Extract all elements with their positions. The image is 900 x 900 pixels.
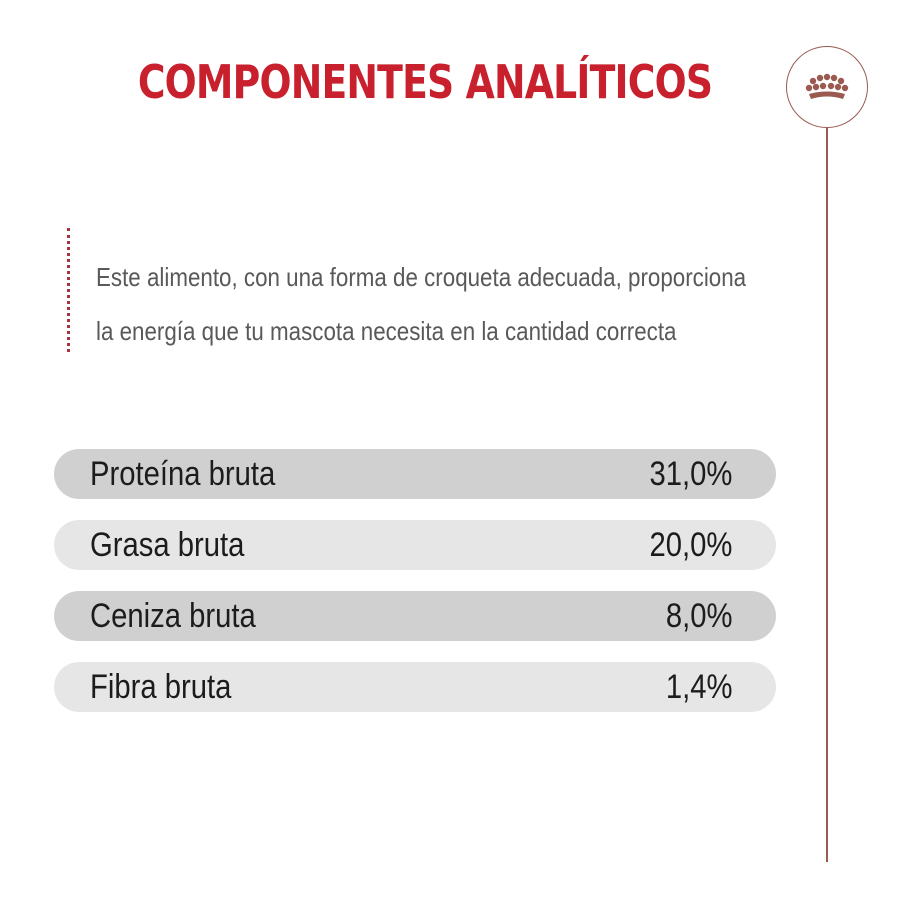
component-row-grasa: Grasa bruta 20,0% xyxy=(54,520,776,570)
dotted-divider xyxy=(67,228,70,352)
component-label: Grasa bruta xyxy=(90,526,245,564)
component-value: 20,0% xyxy=(649,526,732,564)
components-list: Proteína bruta 31,0% Grasa bruta 20,0% C… xyxy=(54,449,776,733)
component-row-proteina: Proteína bruta 31,0% xyxy=(54,449,776,499)
component-label: Ceniza bruta xyxy=(90,597,256,635)
component-label: Proteína bruta xyxy=(90,455,276,493)
component-value: 1,4% xyxy=(665,668,732,706)
component-label: Fibra bruta xyxy=(90,668,232,706)
component-value: 8,0% xyxy=(665,597,732,635)
description-line: la energía que tu mascota necesita en la… xyxy=(96,316,677,346)
page-title: COMPONENTES ANALÍTICOS xyxy=(137,55,713,109)
brand-logo xyxy=(786,46,868,128)
description: Este alimento, con una forma de croqueta… xyxy=(96,250,747,358)
component-row-fibra: Fibra bruta 1,4% xyxy=(54,662,776,712)
description-line: Este alimento, con una forma de croqueta… xyxy=(96,262,747,292)
timeline-line xyxy=(826,128,828,862)
crown-icon xyxy=(805,73,849,99)
component-row-ceniza: Ceniza bruta 8,0% xyxy=(54,591,776,641)
component-value: 31,0% xyxy=(649,455,732,493)
